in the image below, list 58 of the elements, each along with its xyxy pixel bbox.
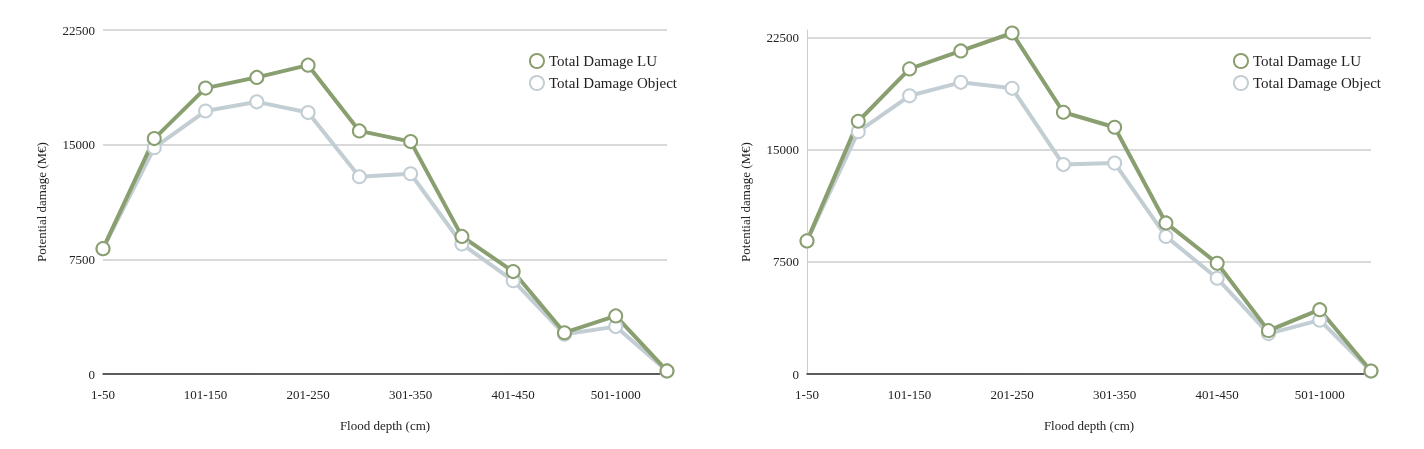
y-tick-label: 15000 (766, 142, 799, 158)
y-tick-label: 22500 (62, 22, 95, 38)
legend-label: Total Damage LU (548, 53, 658, 69)
point (1209, 270, 1225, 286)
y-tick-label: 7500 (773, 254, 799, 270)
point (608, 308, 624, 324)
point (198, 80, 214, 96)
point (300, 105, 316, 121)
x-tick-label: 1-50 (795, 387, 819, 402)
point (351, 169, 367, 185)
x-tick-label: 501-1000 (1294, 387, 1345, 402)
x-tick-label: 101-150 (887, 387, 932, 402)
point (1107, 119, 1123, 135)
x-tick-label: 201-250 (286, 387, 330, 402)
point (1055, 104, 1071, 120)
point (249, 69, 265, 85)
point (902, 61, 918, 77)
y-tick-label: 7500 (69, 251, 95, 267)
point (351, 123, 367, 139)
point (249, 94, 265, 110)
y-axis-title: Potential damage (M€) (34, 142, 49, 262)
point (850, 113, 866, 129)
point (953, 43, 969, 59)
point (403, 166, 419, 182)
point (146, 131, 162, 147)
x-tick-label: 1-50 (91, 387, 115, 402)
y-axis-title: Potential damage (M€) (738, 142, 753, 262)
y-tick-label: 0 (88, 366, 95, 382)
x-tick-label: 301-350 (388, 387, 433, 402)
point (1107, 155, 1123, 171)
x-tick-label: 401-450 (491, 387, 535, 402)
legend-label: Total Damage Object (548, 75, 678, 91)
point (505, 264, 521, 280)
point (902, 88, 918, 104)
point (1158, 215, 1174, 231)
point (454, 228, 470, 244)
x-axis-title: Flood depth (cm) (339, 418, 431, 433)
point (198, 103, 214, 119)
point (1158, 228, 1174, 244)
legend-label: Total Damage Object (1252, 75, 1382, 91)
point (1004, 25, 1020, 41)
x-tick-label: 101-150 (183, 387, 228, 402)
legend-label: Total Damage LU (1252, 53, 1362, 69)
point (1055, 157, 1071, 173)
point (1004, 80, 1020, 96)
point (1312, 302, 1328, 318)
x-tick-label: 201-250 (990, 387, 1034, 402)
x-tick-label: 401-450 (1195, 387, 1239, 402)
point (953, 74, 969, 90)
point (403, 134, 419, 150)
point (1209, 255, 1225, 271)
x-tick-label: 301-350 (1092, 387, 1137, 402)
point (300, 57, 316, 73)
y-tick-label: 0 (792, 366, 799, 382)
y-tick-label: 22500 (766, 29, 799, 45)
y-tick-label: 15000 (62, 137, 95, 153)
x-axis-title: Flood depth (cm) (1043, 418, 1135, 433)
x-tick-label: 501-1000 (590, 387, 641, 402)
